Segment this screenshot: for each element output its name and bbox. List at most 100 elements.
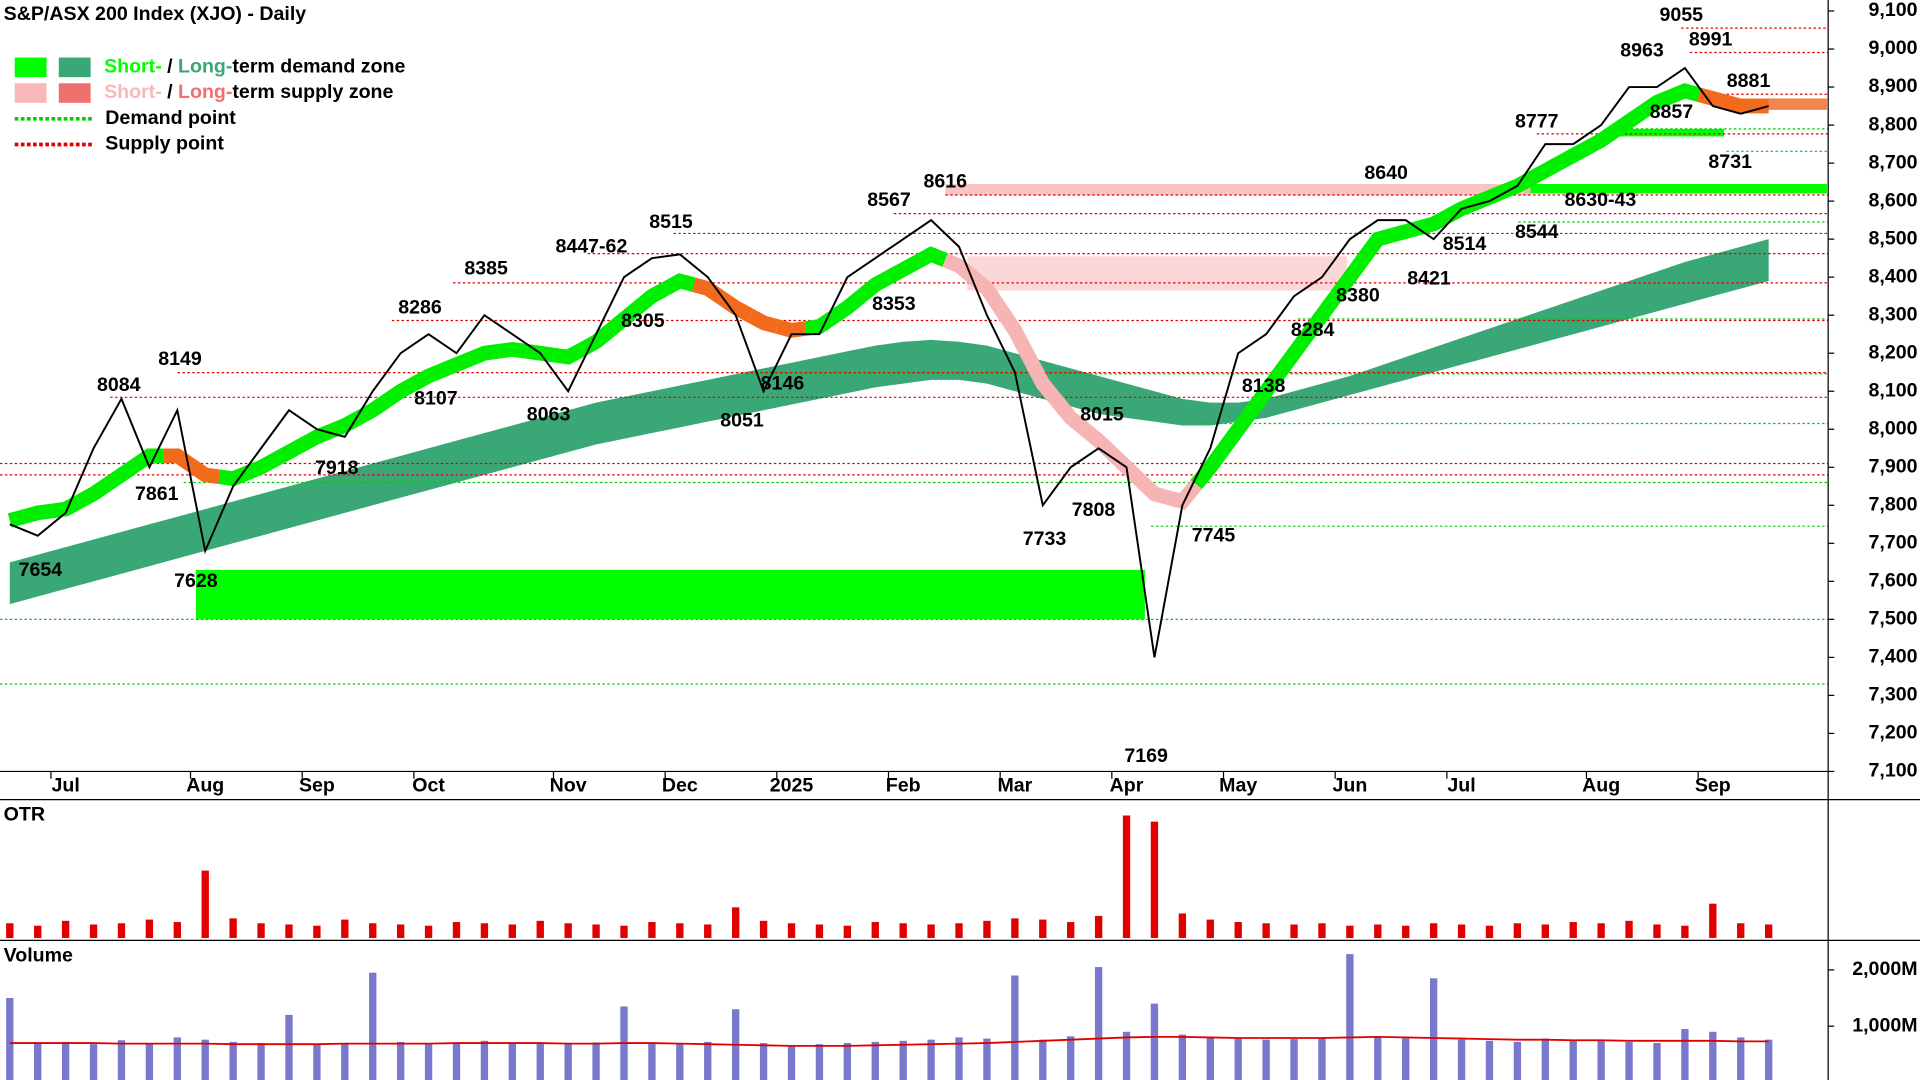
short-term-trend (187, 459, 221, 485)
swing-label: 7654 (19, 559, 63, 581)
y-tick-label: 7,300 (1869, 684, 1918, 706)
zone (945, 184, 1531, 196)
swing-label: 8963 (1620, 40, 1664, 62)
bar (704, 1041, 712, 1080)
swing-label: 8286 (398, 297, 442, 319)
bar (1234, 1038, 1242, 1080)
swing-label: 8107 (414, 387, 458, 409)
swing-label: 8640 (1364, 162, 1408, 184)
short-term-trend (1135, 475, 1171, 505)
y-tick-label: 8,100 (1869, 379, 1918, 401)
bar (1346, 954, 1354, 1080)
short-term-trend (1302, 291, 1342, 339)
swing-label: 7628 (174, 570, 218, 592)
swing-label: 8991 (1689, 29, 1733, 51)
short-term-trend (1166, 479, 1203, 510)
y-tick-label: 7,700 (1869, 531, 1918, 553)
short-term-trend (1583, 124, 1620, 155)
short-term-trend (633, 282, 670, 314)
bar (1178, 1034, 1187, 1080)
swing-label: 8630-43 (1564, 189, 1636, 211)
swing-label: 8515 (649, 211, 693, 233)
bar (61, 1041, 70, 1080)
bar (1094, 915, 1103, 938)
short-term-trend (885, 255, 921, 284)
swing-label: 8305 (621, 310, 665, 332)
short-term-trend (994, 305, 1036, 361)
short-term-trend (163, 448, 196, 472)
bar (201, 1039, 209, 1080)
short-term-trend (1218, 405, 1259, 453)
short-term-trend (829, 290, 866, 324)
bar (61, 920, 70, 938)
short-term-trend (1724, 95, 1755, 114)
y-tick-label: 8,500 (1869, 227, 1918, 249)
legend-text: Long- (178, 81, 232, 103)
bar (285, 1014, 293, 1080)
bar (452, 1043, 461, 1080)
short-term-trend (913, 246, 948, 269)
short-term-trend (856, 270, 893, 302)
bar (843, 1043, 852, 1080)
bar (201, 870, 209, 938)
bar (396, 924, 405, 938)
short-term-trend (244, 453, 279, 480)
bar (1513, 1041, 1522, 1080)
short-term-trend (553, 342, 586, 365)
bar (815, 924, 824, 938)
bar (480, 923, 489, 938)
bar (871, 922, 879, 938)
bar (1067, 1036, 1075, 1080)
short-term-trend (775, 319, 807, 338)
bar (564, 1044, 572, 1080)
swing-label: 8385 (464, 258, 508, 280)
zone (1724, 98, 1827, 110)
swing-label: 8857 (1650, 101, 1694, 123)
legend-swatch (58, 57, 91, 78)
bar (1485, 1040, 1494, 1080)
bar (1402, 1038, 1410, 1080)
bar (1625, 920, 1633, 938)
legend-text: term supply zone (232, 81, 393, 103)
bar (1569, 922, 1577, 938)
short-term-trend (691, 277, 726, 305)
short-term-trend (76, 478, 112, 508)
swing-label: 8051 (720, 409, 764, 431)
x-tick-label: May (1219, 774, 1257, 796)
swing-label: 8284 (1291, 319, 1335, 341)
bar (1764, 1039, 1773, 1080)
bar (620, 925, 628, 938)
x-tick-label: Apr (1110, 774, 1144, 796)
short-term-trend (467, 344, 500, 366)
short-term-trend (1080, 423, 1118, 460)
short-term-trend (382, 377, 419, 407)
bar (1150, 821, 1159, 938)
swing-label: 8777 (1515, 111, 1559, 133)
bar (1374, 924, 1382, 938)
bar (564, 923, 572, 938)
bar (1709, 1031, 1717, 1080)
legend-label: Short- / Long-term demand zone (104, 56, 405, 78)
short-term-trend (299, 424, 334, 451)
bar (229, 918, 237, 938)
x-tick-label: Jul (51, 774, 79, 796)
bar (1737, 923, 1745, 938)
short-term-trend (662, 273, 696, 296)
bar (983, 1038, 991, 1080)
zone (1604, 128, 1725, 137)
swing-label: 7918 (315, 457, 359, 479)
short-term-trend (131, 448, 164, 472)
swing-label: 8015 (1080, 403, 1124, 425)
bar (1346, 925, 1354, 938)
short-term-trend (1022, 353, 1063, 406)
bar (1569, 1039, 1577, 1080)
legend-swatch (58, 83, 91, 103)
bar (1262, 1039, 1270, 1080)
swing-label: 9055 (1659, 4, 1703, 26)
bar (117, 1040, 126, 1080)
bar (257, 1043, 265, 1080)
short-term-trend (7, 509, 26, 528)
short-term-trend (605, 301, 643, 337)
short-term-trend (1329, 253, 1370, 301)
